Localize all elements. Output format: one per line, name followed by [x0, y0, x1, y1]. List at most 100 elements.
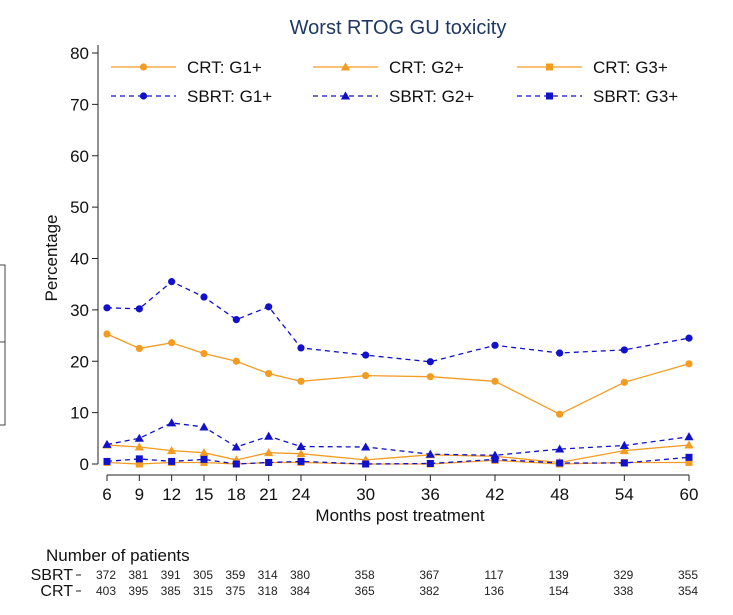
legend-label: SBRT: G3+ — [593, 87, 678, 106]
series-5 — [103, 453, 693, 468]
data-point — [135, 305, 143, 313]
series-0 — [103, 330, 693, 418]
data-point — [684, 432, 694, 441]
y-tick-label: 10 — [70, 404, 89, 423]
patients-count: 117 — [484, 568, 503, 582]
data-point — [103, 457, 111, 465]
patients-count: 367 — [419, 568, 439, 582]
x-tick-label: 21 — [259, 485, 278, 504]
legend-swatch-marker — [546, 92, 553, 100]
data-point — [619, 440, 629, 449]
data-point — [200, 349, 208, 358]
data-point — [231, 442, 241, 451]
data-point — [555, 444, 565, 453]
data-point — [199, 448, 209, 457]
data-point — [684, 440, 694, 449]
patients-row-label: SBRT — [31, 567, 74, 584]
legend-entry: SBRT: G2+ — [313, 87, 474, 106]
legend-label: CRT: G3+ — [593, 58, 668, 77]
data-point — [556, 459, 564, 467]
data-point — [103, 304, 111, 312]
data-point — [168, 457, 176, 465]
patients-count: 372 — [96, 568, 116, 582]
data-point — [297, 457, 305, 465]
data-point — [167, 418, 177, 427]
legend: CRT: G1+ CRT: G2+ CRT: G3+ SBRT: G1+ SBRT: G… — [111, 58, 678, 106]
data-point — [685, 453, 693, 461]
series-layer — [102, 278, 694, 468]
patients-count: 358 — [355, 568, 375, 582]
patients-count: 154 — [549, 584, 569, 598]
data-point — [362, 460, 370, 468]
number-of-patients-heading: Number of patients — [46, 546, 190, 565]
series-4 — [102, 418, 694, 459]
data-point — [362, 372, 370, 380]
y-tick-label: 30 — [70, 301, 89, 320]
y-tick-label: 20 — [70, 352, 89, 371]
series-line — [106, 422, 690, 456]
patients-count: 318 — [258, 584, 278, 598]
legend-swatch-marker — [139, 63, 148, 71]
x-tick-label: 6 — [102, 485, 111, 504]
crop-artifact-frame — [0, 264, 6, 426]
chart-title: Worst RTOG GU toxicity — [290, 17, 507, 39]
legend-label: SBRT: G1+ — [187, 87, 272, 106]
legend-entry: CRT: G3+ — [517, 58, 668, 77]
x-axis-label: Months post treatment — [315, 506, 484, 525]
y-tick-label: 0 — [80, 455, 89, 474]
data-point — [200, 293, 208, 301]
data-point — [199, 422, 209, 431]
data-point — [685, 360, 693, 368]
x-tick-label: 54 — [615, 485, 634, 504]
data-point — [135, 455, 143, 463]
y-tick-label: 80 — [70, 44, 89, 63]
x-tick-label: 36 — [421, 485, 440, 504]
patients-count: 382 — [419, 584, 439, 598]
legend-label: CRT: G1+ — [187, 58, 262, 77]
y-axis-label: Percentage — [42, 215, 61, 302]
legend-label: CRT: G2+ — [389, 58, 464, 77]
data-point — [491, 455, 499, 463]
data-point — [168, 278, 176, 286]
x-tick-label: 60 — [680, 485, 699, 504]
data-point — [200, 455, 208, 463]
data-point — [620, 459, 628, 467]
data-point — [296, 449, 306, 458]
patients-row-crt: CRT 403 395 385 315 375 318 384 365 382 136 154 338 3… — [40, 583, 698, 600]
data-point — [167, 446, 177, 455]
legend-swatch-marker — [139, 92, 148, 100]
patients-count: 365 — [355, 584, 375, 598]
patients-count: 384 — [290, 584, 310, 598]
axes: 0 10 20 30 40 50 60 70 80 6 9 12 15 18 21 24 30 36 42 48 54 6… — [70, 44, 698, 504]
patients-count: 329 — [613, 568, 633, 582]
patients-count: 391 — [161, 568, 181, 582]
series-2 — [103, 456, 693, 468]
patients-count: 375 — [225, 584, 245, 598]
data-point — [426, 358, 434, 366]
data-point — [232, 316, 240, 324]
legend-entry: CRT: G2+ — [313, 58, 464, 77]
data-point — [232, 460, 240, 468]
data-point — [685, 334, 693, 342]
data-point — [620, 346, 628, 354]
x-tick-label: 15 — [195, 485, 214, 504]
data-point — [491, 377, 499, 385]
data-point — [361, 442, 371, 451]
y-tick-label: 40 — [70, 250, 89, 269]
patients-row-label: CRT — [40, 583, 73, 600]
data-point — [265, 458, 273, 466]
patients-count: 381 — [128, 568, 148, 582]
data-point — [426, 373, 434, 381]
y-tick-label: 60 — [70, 147, 89, 166]
x-tick-label: 24 — [292, 485, 311, 504]
x-tick-label: 18 — [227, 485, 246, 504]
data-point — [426, 459, 434, 467]
data-point — [362, 351, 370, 359]
series-3 — [103, 278, 693, 366]
legend-entry: SBRT: G1+ — [111, 87, 272, 106]
patients-count: 354 — [678, 584, 698, 598]
patients-count: 380 — [290, 568, 310, 582]
patients-row-sbrt: SBRT 372 381 391 305 359 314 380 358 367 117 139 329… — [31, 567, 699, 584]
data-point — [265, 369, 273, 378]
